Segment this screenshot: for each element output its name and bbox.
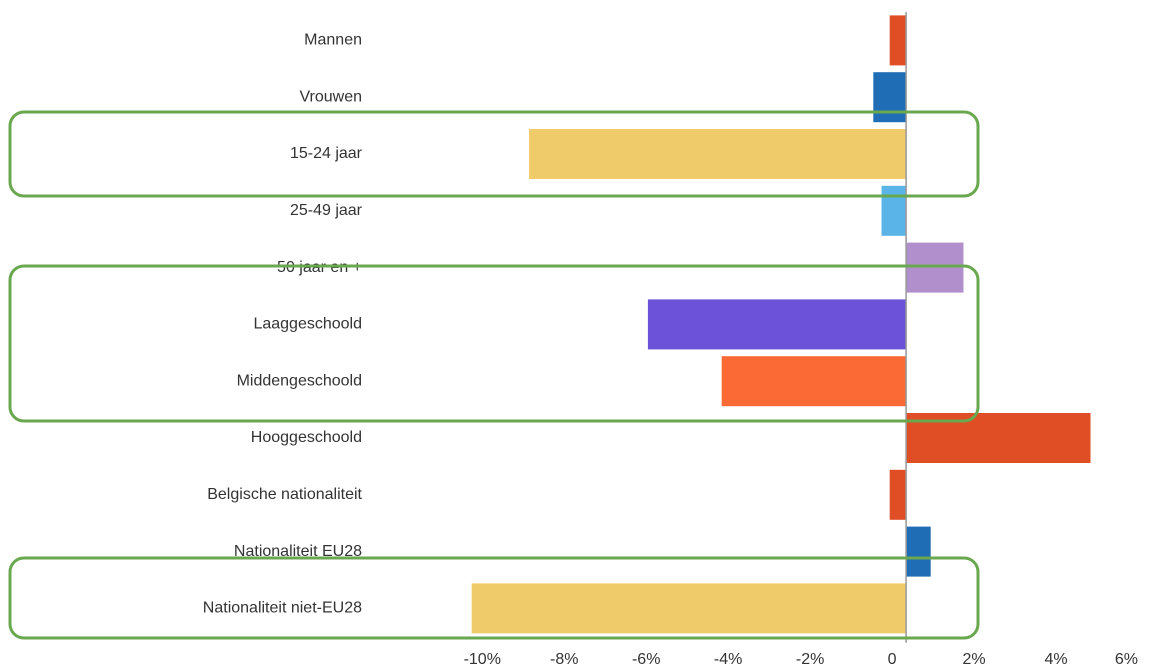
bar: [889, 15, 907, 66]
x-tick-label: -2%: [796, 651, 824, 668]
x-tick-label: 6%: [1115, 651, 1138, 668]
y-tick-label: Middengeschoold: [237, 372, 362, 389]
x-tick-label: -4%: [714, 651, 742, 668]
y-tick-label: Mannen: [304, 32, 362, 49]
bar: [471, 583, 907, 634]
bar: [881, 185, 907, 236]
bar: [721, 356, 907, 407]
highlight-box: [8, 110, 980, 198]
y-tick-label: 15-24 jaar: [290, 145, 363, 162]
y-tick-label: Hooggeschoold: [251, 429, 362, 446]
highlights: [8, 110, 980, 640]
y-tick-label: Belgische nationaliteit: [207, 486, 362, 503]
x-tick-label: 0: [888, 651, 897, 668]
plot: -10% -8% -6% -4% -2% 0 2% 4% 6% Mannen Vrouwen 15-2…: [203, 12, 1138, 668]
x-tick-label: 2%: [963, 651, 986, 668]
bar: [647, 299, 907, 350]
bar: [889, 469, 907, 520]
x-tick-label: 4%: [1044, 651, 1067, 668]
y-tick-label: 25-49 jaar: [290, 202, 363, 219]
bar: [906, 526, 931, 577]
bar: [529, 129, 907, 179]
y-tick-label: Vrouwen: [299, 88, 362, 105]
y-tick-label: Nationaliteit niet-EU28: [203, 600, 362, 617]
highlight-box: [8, 556, 980, 640]
bar: [906, 242, 964, 293]
x-tick-label: -6%: [632, 651, 660, 668]
x-tick-label: -8%: [550, 651, 578, 668]
x-tick-label: -10%: [464, 651, 501, 668]
highlight-box: [8, 264, 980, 423]
y-tick-label: Laaggeschoold: [253, 316, 362, 333]
bar: [873, 72, 907, 123]
y-tick-label: Nationaliteit EU28: [234, 543, 362, 560]
